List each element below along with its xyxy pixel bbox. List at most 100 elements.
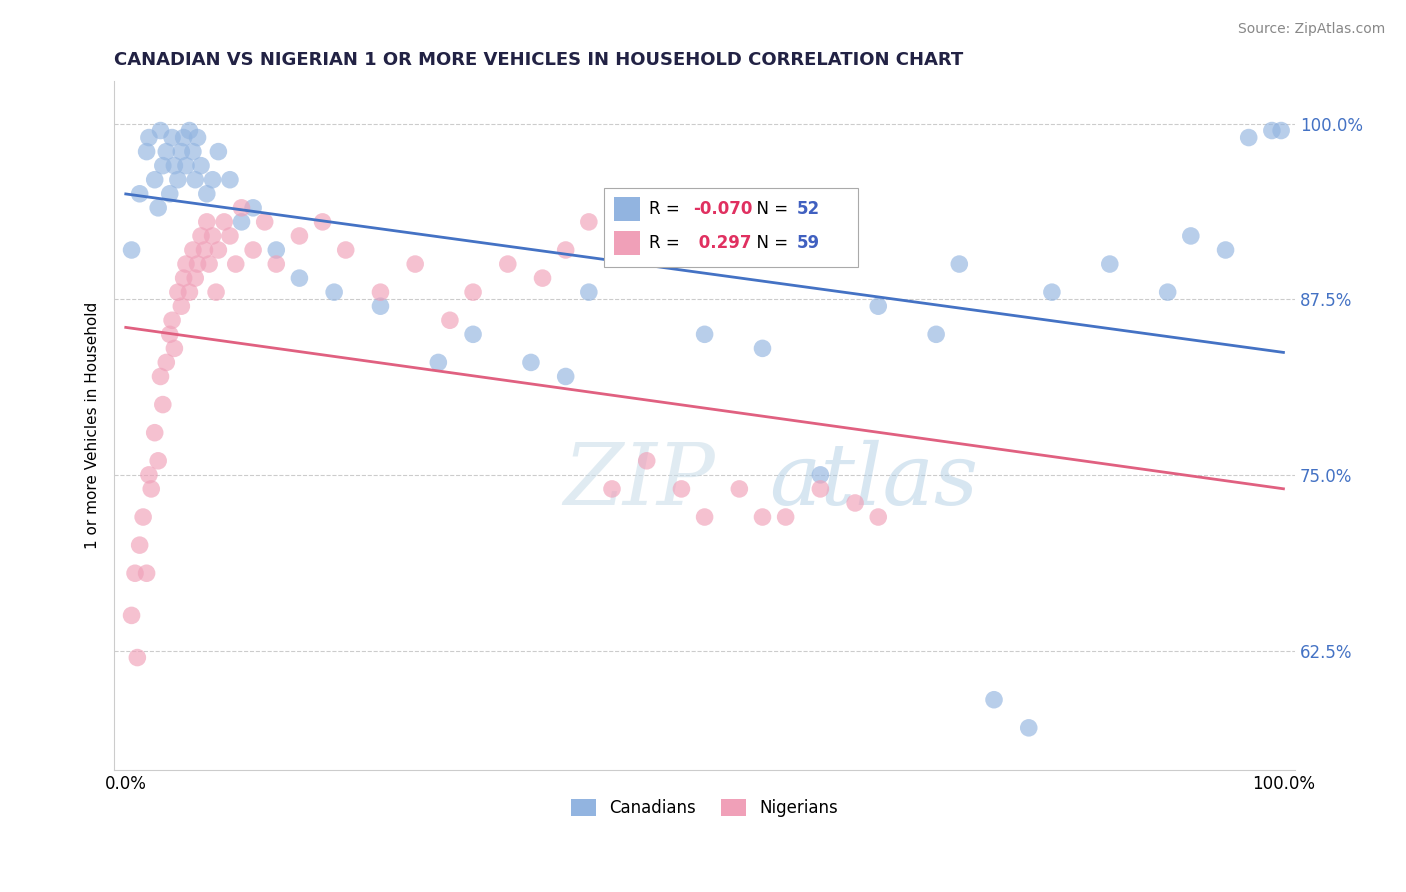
Point — [167, 172, 190, 186]
Point — [173, 271, 195, 285]
Point — [323, 285, 346, 300]
Point — [253, 215, 276, 229]
FancyBboxPatch shape — [605, 188, 858, 268]
Point — [693, 327, 716, 342]
Point — [143, 172, 166, 186]
Point — [148, 454, 170, 468]
Point — [190, 159, 212, 173]
Point — [128, 538, 150, 552]
Point — [808, 482, 831, 496]
Point — [135, 145, 157, 159]
Point — [578, 285, 600, 300]
Point — [288, 271, 311, 285]
Point — [159, 186, 181, 201]
Point — [1261, 123, 1284, 137]
Point — [461, 327, 484, 342]
Point — [159, 327, 181, 342]
Point — [335, 243, 357, 257]
Point — [671, 482, 693, 496]
Point — [181, 145, 204, 159]
Text: N =: N = — [747, 235, 793, 252]
Point — [751, 342, 773, 356]
Text: 52: 52 — [797, 200, 820, 218]
Text: 59: 59 — [797, 235, 820, 252]
Point — [160, 130, 183, 145]
Text: Source: ZipAtlas.com: Source: ZipAtlas.com — [1237, 22, 1385, 37]
Point — [439, 313, 461, 327]
Point — [173, 130, 195, 145]
Point — [205, 285, 228, 300]
Point — [1215, 243, 1237, 257]
Point — [868, 510, 890, 524]
Point — [554, 243, 576, 257]
Point — [121, 243, 143, 257]
Point — [219, 229, 242, 244]
Point — [311, 215, 333, 229]
Text: R =: R = — [650, 235, 685, 252]
Point — [370, 285, 392, 300]
Point — [242, 201, 264, 215]
Point — [201, 229, 224, 244]
Point — [152, 159, 174, 173]
Point — [167, 285, 190, 300]
Point — [186, 257, 208, 271]
Point — [868, 299, 890, 313]
Point — [149, 369, 172, 384]
Point — [693, 510, 716, 524]
Point — [496, 257, 519, 271]
Point — [775, 510, 797, 524]
Point — [531, 271, 554, 285]
Point — [170, 145, 193, 159]
Point — [127, 650, 149, 665]
Point — [1270, 123, 1292, 137]
Point — [225, 257, 247, 271]
Point — [808, 467, 831, 482]
FancyBboxPatch shape — [613, 231, 640, 255]
Point — [948, 257, 970, 271]
Point — [181, 243, 204, 257]
Point — [141, 482, 163, 496]
Point — [128, 186, 150, 201]
Point — [751, 510, 773, 524]
Point — [370, 299, 392, 313]
Point — [404, 257, 426, 271]
Point — [174, 257, 197, 271]
Text: atlas: atlas — [769, 440, 979, 522]
Point — [925, 327, 948, 342]
Point — [728, 482, 751, 496]
Point — [207, 145, 229, 159]
Point — [1040, 285, 1063, 300]
Text: -0.070: -0.070 — [693, 200, 752, 218]
Point — [1237, 130, 1260, 145]
Point — [155, 145, 177, 159]
Point — [1156, 285, 1178, 300]
Point — [152, 398, 174, 412]
Point — [179, 285, 201, 300]
Point — [184, 172, 207, 186]
Point — [1180, 229, 1202, 244]
Point — [1018, 721, 1040, 735]
Point — [170, 299, 193, 313]
Text: CANADIAN VS NIGERIAN 1 OR MORE VEHICLES IN HOUSEHOLD CORRELATION CHART: CANADIAN VS NIGERIAN 1 OR MORE VEHICLES … — [114, 51, 963, 69]
Point — [124, 566, 146, 581]
Point — [138, 130, 160, 145]
Point — [132, 510, 155, 524]
Point — [193, 243, 215, 257]
Point — [461, 285, 484, 300]
Point — [184, 271, 207, 285]
Point — [242, 243, 264, 257]
FancyBboxPatch shape — [613, 197, 640, 221]
Point — [160, 313, 183, 327]
Point — [212, 215, 235, 229]
Point — [148, 201, 170, 215]
Point — [600, 482, 623, 496]
Point — [121, 608, 143, 623]
Point — [195, 186, 218, 201]
Point — [578, 215, 600, 229]
Text: N =: N = — [747, 200, 793, 218]
Point — [186, 130, 208, 145]
Point — [207, 243, 229, 257]
Point — [231, 201, 253, 215]
Point — [520, 355, 543, 369]
Point — [219, 172, 242, 186]
